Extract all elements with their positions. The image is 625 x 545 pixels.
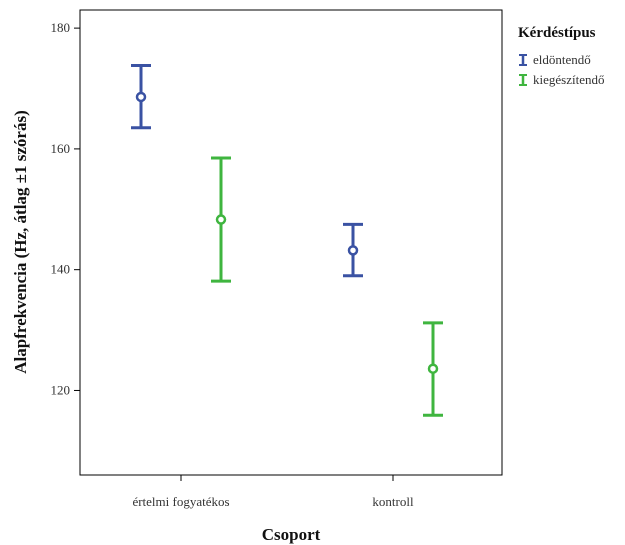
y-tick-label: 120 [51, 382, 71, 397]
y-tick-label: 180 [51, 20, 71, 35]
mean-marker [135, 91, 147, 103]
y-axis: 120 140 160 180 [51, 20, 80, 397]
y-axis-title: Alapfrekvencia (Hz, átlag ±1 szórás) [11, 110, 30, 374]
legend-label: kiegészítendő [533, 72, 604, 87]
legend-item: eldöntendő [519, 52, 591, 67]
series-layer [131, 64, 443, 417]
error-bar [423, 321, 443, 417]
error-bar [211, 156, 231, 283]
x-axis-title: Csoport [262, 525, 321, 544]
x-tick-label: értelmi fogyatékos [132, 494, 229, 509]
mean-marker [347, 245, 359, 256]
mean-marker [427, 363, 439, 374]
plot-area [79, 9, 503, 476]
legend-title: Kérdéstípus [518, 25, 596, 41]
x-tick-label: kontroll [372, 494, 414, 509]
mean-marker [215, 214, 227, 225]
error-bar [131, 64, 151, 130]
x-axis: értelmi fogyatékos kontroll [132, 475, 414, 509]
error-bar [343, 222, 363, 278]
legend-label: eldöntendő [533, 52, 591, 67]
legend: Kérdéstípus eldöntendő kiegészítendő [518, 25, 604, 87]
legend-item: kiegészítendő [519, 72, 604, 87]
y-tick-label: 160 [51, 141, 71, 156]
y-tick-label: 140 [51, 262, 71, 277]
